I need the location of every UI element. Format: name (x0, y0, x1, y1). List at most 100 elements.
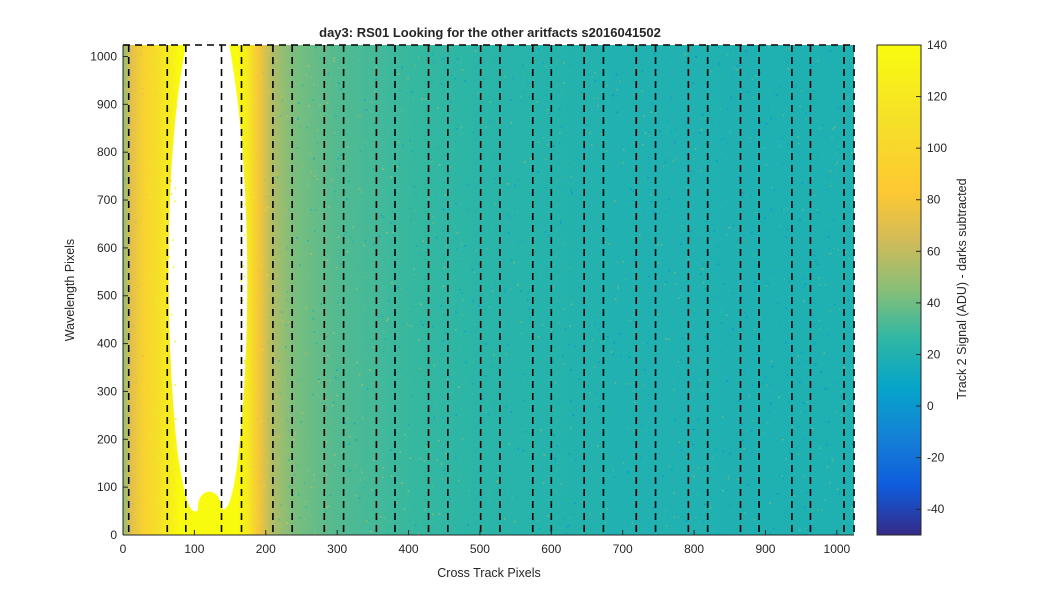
noise-pixel (762, 381, 764, 384)
noise-pixel (432, 526, 435, 529)
noise-pixel (378, 235, 381, 238)
noise-pixel (786, 61, 789, 64)
noise-pixel (380, 295, 383, 298)
noise-pixel (601, 170, 603, 172)
noise-pixel (417, 252, 420, 255)
noise-pixel (589, 392, 591, 394)
noise-pixel (442, 182, 445, 184)
noise-pixel (809, 87, 812, 89)
noise-pixel (320, 232, 323, 235)
noise-pixel (310, 486, 313, 488)
noise-pixel (386, 319, 388, 322)
noise-pixel (441, 477, 443, 480)
noise-pixel (524, 380, 526, 382)
noise-pixel (793, 495, 796, 497)
noise-pixel (452, 68, 454, 70)
noise-pixel (544, 186, 547, 189)
noise-pixel (537, 475, 540, 477)
noise-pixel (801, 209, 804, 211)
noise-pixel (493, 60, 495, 62)
noise-pixel (781, 209, 784, 212)
noise-pixel (132, 132, 134, 135)
noise-pixel (514, 520, 517, 523)
noise-pixel (714, 320, 717, 323)
noise-pixel (297, 493, 300, 496)
noise-pixel (719, 138, 722, 141)
noise-pixel (695, 241, 698, 244)
noise-pixel (770, 117, 772, 120)
noise-pixel (598, 361, 600, 363)
noise-pixel (537, 230, 540, 233)
noise-pixel (382, 427, 384, 430)
noise-pixel (642, 384, 645, 387)
noise-pixel (752, 419, 754, 422)
noise-pixel (387, 300, 390, 302)
noise-pixel (141, 112, 144, 115)
noise-pixel (497, 122, 500, 124)
noise-pixel (442, 230, 445, 232)
noise-pixel (752, 83, 754, 86)
noise-pixel (606, 78, 608, 80)
noise-pixel (539, 430, 542, 433)
noise-pixel (664, 210, 666, 213)
noise-pixel (756, 248, 758, 251)
noise-pixel (151, 409, 154, 411)
noise-pixel (169, 109, 172, 112)
noise-pixel (703, 466, 706, 469)
noise-pixel (512, 366, 515, 368)
noise-pixel (168, 256, 170, 258)
noise-pixel (593, 354, 596, 357)
y-axis-label: Wavelength Pixels (63, 239, 77, 341)
noise-pixel (678, 441, 680, 444)
noise-pixel (448, 376, 451, 378)
noise-pixel (670, 96, 673, 99)
noise-pixel (787, 207, 790, 210)
noise-pixel (568, 516, 571, 519)
noise-pixel (466, 207, 469, 209)
noise-pixel (307, 239, 310, 242)
noise-pixel (593, 316, 595, 318)
noise-pixel (417, 215, 419, 217)
noise-pixel (316, 238, 318, 240)
noise-pixel (480, 497, 483, 499)
noise-pixel (333, 132, 336, 134)
noise-pixel (530, 157, 532, 160)
noise-pixel (679, 243, 682, 245)
noise-pixel (822, 89, 825, 92)
noise-pixel (613, 524, 616, 527)
noise-pixel (539, 273, 541, 276)
noise-pixel (382, 216, 385, 219)
noise-pixel (567, 343, 570, 346)
noise-pixel (427, 247, 429, 250)
noise-pixel (614, 298, 617, 301)
noise-pixel (410, 218, 412, 220)
noise-pixel (701, 268, 704, 270)
noise-pixel (547, 235, 550, 237)
noise-pixel (407, 423, 410, 426)
noise-pixel (640, 457, 643, 459)
noise-pixel (361, 191, 363, 193)
noise-pixel (436, 236, 438, 239)
noise-pixel (558, 296, 560, 299)
noise-pixel (539, 527, 542, 530)
noise-pixel (143, 205, 145, 207)
noise-pixel (826, 474, 828, 476)
noise-pixel (753, 501, 756, 503)
noise-pixel (820, 437, 822, 440)
noise-pixel (293, 474, 296, 476)
noise-pixel (736, 68, 739, 71)
noise-pixel (427, 198, 429, 200)
noise-pixel (457, 479, 460, 482)
noise-pixel (691, 481, 693, 484)
x-tick-label: 300 (327, 542, 347, 556)
noise-pixel (492, 182, 495, 185)
noise-pixel (457, 78, 460, 80)
noise-pixel (657, 122, 660, 125)
noise-pixel (495, 271, 497, 274)
noise-pixel (506, 489, 509, 491)
noise-pixel (437, 440, 440, 442)
noise-pixel (544, 231, 547, 233)
noise-pixel (787, 67, 790, 70)
noise-pixel (712, 466, 714, 469)
noise-pixel (736, 495, 739, 498)
